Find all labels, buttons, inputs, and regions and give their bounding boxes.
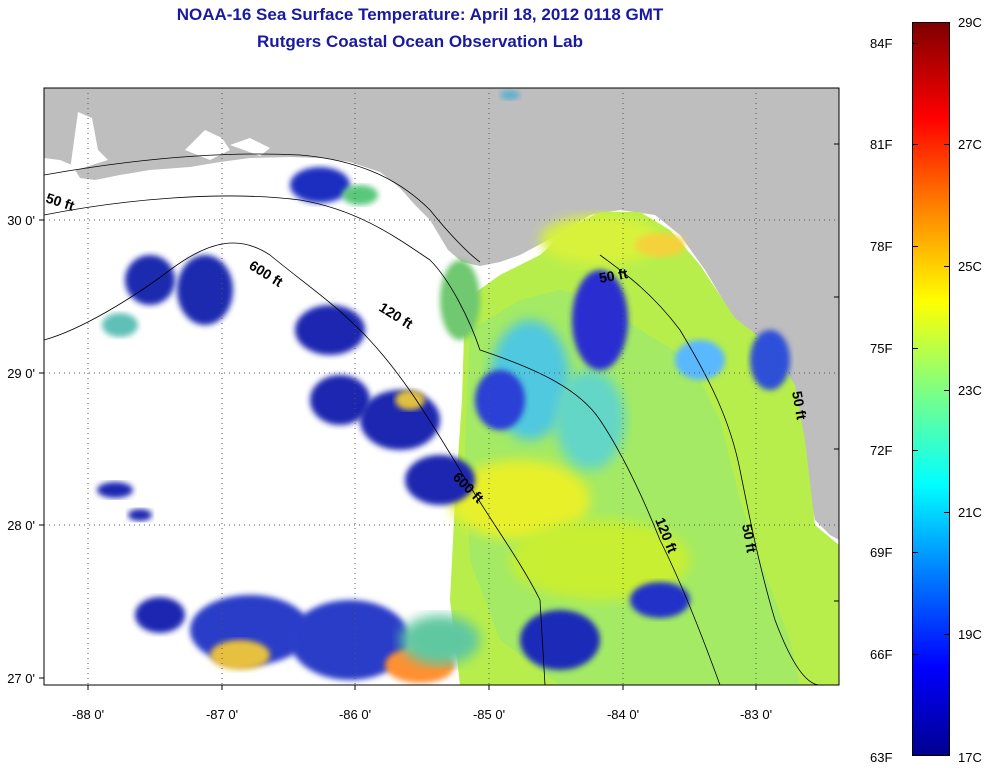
colorbar-c-label: 25C: [958, 259, 982, 274]
colorbar-tick: [944, 266, 950, 267]
figure-subtitle: Rutgers Coastal Ocean Observation Lab: [257, 32, 583, 51]
isobath-label: 50 ft: [739, 523, 760, 554]
colorbar-f-label: 78F: [870, 239, 893, 254]
lat-label: 28 0': [7, 518, 35, 533]
lon-label: -86 0': [339, 707, 371, 722]
colorbar-f-label: 81F: [870, 137, 893, 152]
colorbar-tick: [912, 43, 918, 44]
isobath-label: 50 ft: [789, 390, 810, 421]
colorbar-tick: [944, 512, 950, 513]
colorbar-c-label: 17C: [958, 750, 982, 765]
colorbar-f-label: 84F: [870, 36, 893, 51]
land-mass: [44, 88, 839, 540]
colorbar-tick: [944, 144, 950, 145]
colorbar-f-label: 66F: [870, 647, 893, 662]
lon-label: -88 0': [72, 707, 104, 722]
figure-title: NOAA-16 Sea Surface Temperature: April 1…: [176, 5, 664, 24]
colorbar-tick: [912, 552, 918, 553]
colorbar-c-label: 19C: [958, 627, 982, 642]
sst-east-field: [450, 212, 839, 685]
colorbar-tick: [912, 450, 918, 451]
colorbar-c-label: 21C: [958, 505, 982, 520]
colorbar-tick: [912, 144, 918, 145]
lon-label: -85 0': [473, 707, 505, 722]
colorbar-f-label: 69F: [870, 545, 893, 560]
colorbar-tick: [912, 654, 918, 655]
colorbar-f-label: 75F: [870, 341, 893, 356]
colorbar-f-label: 63F: [870, 750, 893, 765]
colorbar-tick: [912, 348, 918, 349]
colorbar-tick: [944, 634, 950, 635]
colorbar-c-label: 23C: [958, 383, 982, 398]
colorbar-tick: [912, 246, 918, 247]
lat-label: 27 0': [7, 671, 35, 686]
lon-label: -83 0': [740, 707, 772, 722]
lat-label: 29 0': [7, 366, 35, 381]
lat-label: 30 0': [7, 213, 35, 228]
isobath-label: 50 ft: [598, 265, 629, 286]
isobath-contours: [44, 153, 821, 685]
sst-west-patches: [97, 90, 520, 683]
colorbar-f-label: 72F: [870, 443, 893, 458]
temperature-colorbar: [912, 22, 950, 756]
axis-ticks: [39, 143, 839, 690]
lon-label: -87 0': [206, 707, 238, 722]
lon-label: -84 0': [607, 707, 639, 722]
colorbar-tick: [944, 390, 950, 391]
colorbar-c-label: 29C: [958, 15, 982, 30]
colorbar-c-label: 27C: [958, 137, 982, 152]
